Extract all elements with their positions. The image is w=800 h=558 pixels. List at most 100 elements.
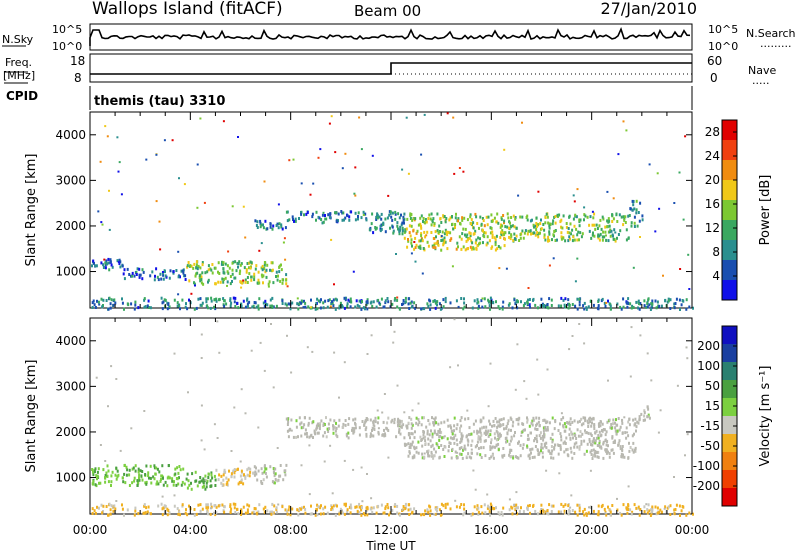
- xtick-label: 12:00: [374, 523, 409, 537]
- beam-label: Beam 00: [354, 2, 421, 20]
- velocity-colorbar: 200 100 50 15 -15 -50 -100 -200: [693, 325, 738, 507]
- colorbar-segment: [722, 470, 737, 489]
- velocity-colorbar-label: Velocity [m s⁻¹]: [758, 366, 773, 467]
- colorbar-segment: [722, 362, 737, 381]
- colorbar-segment: [722, 240, 737, 261]
- colorbar-tick-label: 4: [712, 269, 720, 283]
- freq-line: [90, 62, 692, 75]
- colorbar-segment: [722, 380, 737, 399]
- power-ylabel: Slant Range [km]: [24, 154, 39, 267]
- velocity-feature-1: [185, 470, 217, 491]
- colorbar-segment: [722, 280, 737, 301]
- sky-panel: N.Sky 10^5 10^0 10^5 10^0 N.Search .....…: [2, 23, 796, 53]
- power-data: [91, 112, 694, 311]
- colorbar-tick-label: -200: [693, 479, 720, 493]
- sky-label: N.Sky: [2, 33, 34, 46]
- xtick-label: 04:00: [173, 523, 208, 537]
- sky-tick-bottom: 10^0: [52, 40, 82, 53]
- velocity-feature-6: [637, 405, 651, 425]
- velocity-panel-frame: [89, 317, 693, 515]
- colorbar-frame: [721, 325, 738, 507]
- velocity-feature-4: [285, 416, 406, 440]
- colorbar-frame: [721, 119, 738, 301]
- power-panel-frame: [89, 111, 693, 309]
- freq-tick-bottom: 8: [74, 71, 82, 85]
- colorbar-tick-label: -50: [700, 439, 720, 453]
- colorbar-tick-label: 20: [705, 173, 720, 187]
- colorbar-segment: [722, 180, 737, 201]
- velocity-feature-2: [215, 466, 255, 487]
- plot-title: Wallops Island (fitACF): [92, 0, 283, 19]
- colorbar-segment: [722, 344, 737, 363]
- colorbar-segment: [722, 140, 737, 161]
- colorbar-tick-label: 28: [705, 125, 720, 139]
- power-colorbar: 4 8 12 16 20 24 28: [705, 119, 738, 301]
- colorbar-segment: [722, 200, 737, 221]
- colorbar-tick-label: -100: [693, 459, 720, 473]
- date-label: 27/Jan/2010: [600, 0, 697, 18]
- power-feature-4: [285, 210, 368, 225]
- power-feature-6: [403, 212, 506, 252]
- ytick-label: 2000: [55, 219, 86, 233]
- nave-legend: .....: [752, 74, 769, 87]
- search-tick-bottom: 10^0: [708, 40, 738, 53]
- ytick-label: 1000: [55, 265, 86, 279]
- xtick-label: 16:00: [474, 523, 509, 537]
- search-tick-top: 10^5: [708, 23, 738, 36]
- search-legend: .........: [760, 37, 791, 50]
- velocity-axes: 1000 2000 3000 4000 00:00 04:00 08:00 12:00 16:0…: [55, 318, 709, 537]
- power-feature-0: [91, 257, 124, 272]
- colorbar-segment: [722, 452, 737, 471]
- power-feature-9: [91, 296, 694, 311]
- cpid-label: CPID: [6, 89, 38, 103]
- colorbar-tick-label: 50: [705, 379, 720, 393]
- sky-noise-line: [89, 26, 691, 46]
- sky-tick-top: 10^5: [52, 23, 82, 36]
- power-axes: 1000 2000 3000 4000: [55, 112, 693, 308]
- colorbar-tick-label: 8: [712, 245, 720, 259]
- colorbar-segment: [722, 326, 737, 345]
- power-feature-2: [186, 260, 288, 286]
- nave-tick-top: 60: [707, 54, 722, 68]
- freq-tick-top: 18: [70, 54, 85, 68]
- colorbar-segment: [722, 434, 737, 453]
- ytick-label: 3000: [55, 379, 86, 393]
- freq-label-1: Freq.: [5, 56, 32, 69]
- power-feature-7: [504, 212, 631, 243]
- ytick-label: 4000: [55, 128, 86, 142]
- power-colorbar-label: Power [dB]: [758, 175, 773, 246]
- ytick-label: 1000: [55, 471, 86, 485]
- colorbar-segment: [722, 398, 737, 417]
- xtick-label: 00:00: [675, 523, 710, 537]
- search-label: N.Search: [746, 27, 796, 40]
- colorbar-segment: [722, 416, 737, 435]
- power-panel: 1000 2000 3000 4000 Slant Range [km] 4 8 12 16…: [24, 111, 773, 311]
- freq-panel: Freq. [MHz] 18 8 60 0 Nave .....: [3, 53, 776, 87]
- colorbar-segment: [722, 220, 737, 241]
- freq-label-2: [MHz]: [3, 69, 35, 82]
- power-sparse-points: [97, 112, 691, 309]
- velocity-feature-7: [91, 502, 694, 517]
- ytick-label: 4000: [55, 334, 86, 348]
- power-feature-8: [629, 199, 644, 228]
- colorbar-segment: [722, 488, 737, 507]
- cpid-panel: CPID themis (tau) 3310: [6, 86, 693, 110]
- colorbar-tick-label: 16: [705, 197, 720, 211]
- cpid-program: themis (tau) 3310: [94, 94, 225, 109]
- ytick-label: 3000: [55, 173, 86, 187]
- xtick-label: 08:00: [273, 523, 308, 537]
- colorbar-tick-label: 12: [705, 221, 720, 235]
- x-axis-label: Time UT: [365, 539, 416, 553]
- colorbar-tick-label: -15: [700, 419, 720, 433]
- colorbar-segment: [722, 160, 737, 181]
- velocity-panel: 1000 2000 3000 4000 00:00 04:00 08:00 12:00 16:0…: [24, 317, 773, 553]
- power-feature-1: [122, 267, 187, 282]
- power-feature-3: [254, 219, 287, 231]
- ytick-label: 2000: [55, 425, 86, 439]
- colorbar-tick-label: 24: [705, 149, 720, 163]
- colorbar-tick-label: 100: [697, 359, 720, 373]
- nave-label: Nave: [748, 64, 776, 77]
- power-feature-5: [368, 210, 406, 236]
